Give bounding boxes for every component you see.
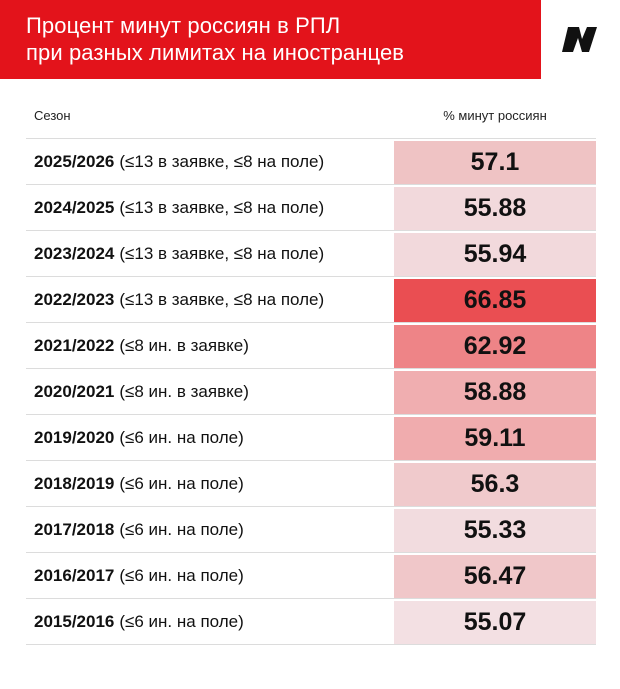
limit-rule: (≤6 ин. на поле) (119, 427, 244, 447)
season-label: 2022/2023 (≤13 в заявке, ≤8 на поле) (34, 277, 324, 322)
season-label: 2019/2020 (≤6 ин. на поле) (34, 415, 244, 460)
table-row: 2016/2017 (≤6 ин. на поле) 56.47 (26, 552, 596, 598)
season-label: 2015/2016 (≤6 ин. на поле) (34, 599, 244, 644)
season-name: 2022/2023 (34, 289, 115, 309)
limit-rule: (≤13 в заявке, ≤8 на поле) (119, 243, 325, 263)
value-cell: 57.1 (394, 141, 596, 184)
table-row: 2021/2022 (≤8 ин. в заявке) 62.92 (26, 322, 596, 368)
season-name: 2016/2017 (34, 565, 115, 585)
season-name: 2015/2016 (34, 611, 115, 631)
limit-rule: (≤6 ин. на поле) (119, 565, 244, 585)
limit-rule: (≤8 ин. в заявке) (119, 381, 249, 401)
season-column-header: Сезон (34, 108, 71, 123)
season-name: 2023/2024 (34, 243, 115, 263)
table-row: 2020/2021 (≤8 ин. в заявке) 58.88 (26, 368, 596, 414)
season-name: 2024/2025 (34, 197, 115, 217)
table-row: 2018/2019 (≤6 ин. на поле) 56.3 (26, 460, 596, 506)
season-name: 2018/2019 (34, 473, 115, 493)
value-column-header: % минут россиян (443, 108, 547, 123)
season-label: 2016/2017 (≤6 ин. на поле) (34, 553, 244, 598)
limit-rule: (≤6 ин. на поле) (119, 519, 244, 539)
limit-rule: (≤13 в заявке, ≤8 на поле) (119, 289, 325, 309)
header-banner: Процент минут россиян в РПЛ при разных л… (0, 0, 541, 79)
value-cell: 55.88 (394, 187, 596, 230)
season-name: 2020/2021 (34, 381, 115, 401)
table-row: 2022/2023 (≤13 в заявке, ≤8 на поле) 66.85 (26, 276, 596, 322)
value-cell: 55.33 (394, 509, 596, 552)
table-row: 2024/2025 (≤13 в заявке, ≤8 на поле) 55.88 (26, 184, 596, 230)
table-row: 2019/2020 (≤6 ин. на поле) 59.11 (26, 414, 596, 460)
limit-rule: (≤6 ин. на поле) (119, 473, 244, 493)
table-row: 2023/2024 (≤13 в заявке, ≤8 на поле) 55.94 (26, 230, 596, 276)
value-cell: 58.88 (394, 371, 596, 414)
value-cell: 59.11 (394, 417, 596, 460)
chart-title: Процент минут россиян в РПЛ при разных л… (26, 13, 405, 65)
table-row: 2015/2016 (≤6 ин. на поле) 55.07 (26, 598, 596, 644)
table-bottom-divider (26, 644, 596, 645)
season-label: 2017/2018 (≤6 ин. на поле) (34, 507, 244, 552)
value-cell: 62.92 (394, 325, 596, 368)
season-name: 2019/2020 (34, 427, 115, 447)
value-cell: 55.94 (394, 233, 596, 276)
sports-ru-logo-icon (562, 27, 597, 52)
season-label: 2023/2024 (≤13 в заявке, ≤8 на поле) (34, 231, 324, 276)
value-cell: 56.3 (394, 463, 596, 506)
season-label: 2020/2021 (≤8 ин. в заявке) (34, 369, 249, 414)
season-name: 2017/2018 (34, 519, 115, 539)
value-cell: 56.47 (394, 555, 596, 598)
season-name: 2021/2022 (34, 335, 115, 355)
value-cell: 66.85 (394, 279, 596, 322)
season-name: 2025/2026 (34, 151, 115, 171)
value-cell: 55.07 (394, 601, 596, 644)
season-label: 2021/2022 (≤8 ин. в заявке) (34, 323, 249, 368)
table-row: 2025/2026 (≤13 в заявке, ≤8 на поле) 57.1 (26, 138, 596, 184)
table-row: 2017/2018 (≤6 ин. на поле) 55.33 (26, 506, 596, 552)
limit-rule: (≤13 в заявке, ≤8 на поле) (119, 151, 325, 171)
season-label: 2024/2025 (≤13 в заявке, ≤8 на поле) (34, 185, 324, 230)
season-label: 2025/2026 (≤13 в заявке, ≤8 на поле) (34, 139, 324, 184)
season-label: 2018/2019 (≤6 ин. на поле) (34, 461, 244, 506)
limit-rule: (≤13 в заявке, ≤8 на поле) (119, 197, 325, 217)
limit-rule: (≤8 ин. в заявке) (119, 335, 249, 355)
limit-rule: (≤6 ин. на поле) (119, 611, 244, 631)
